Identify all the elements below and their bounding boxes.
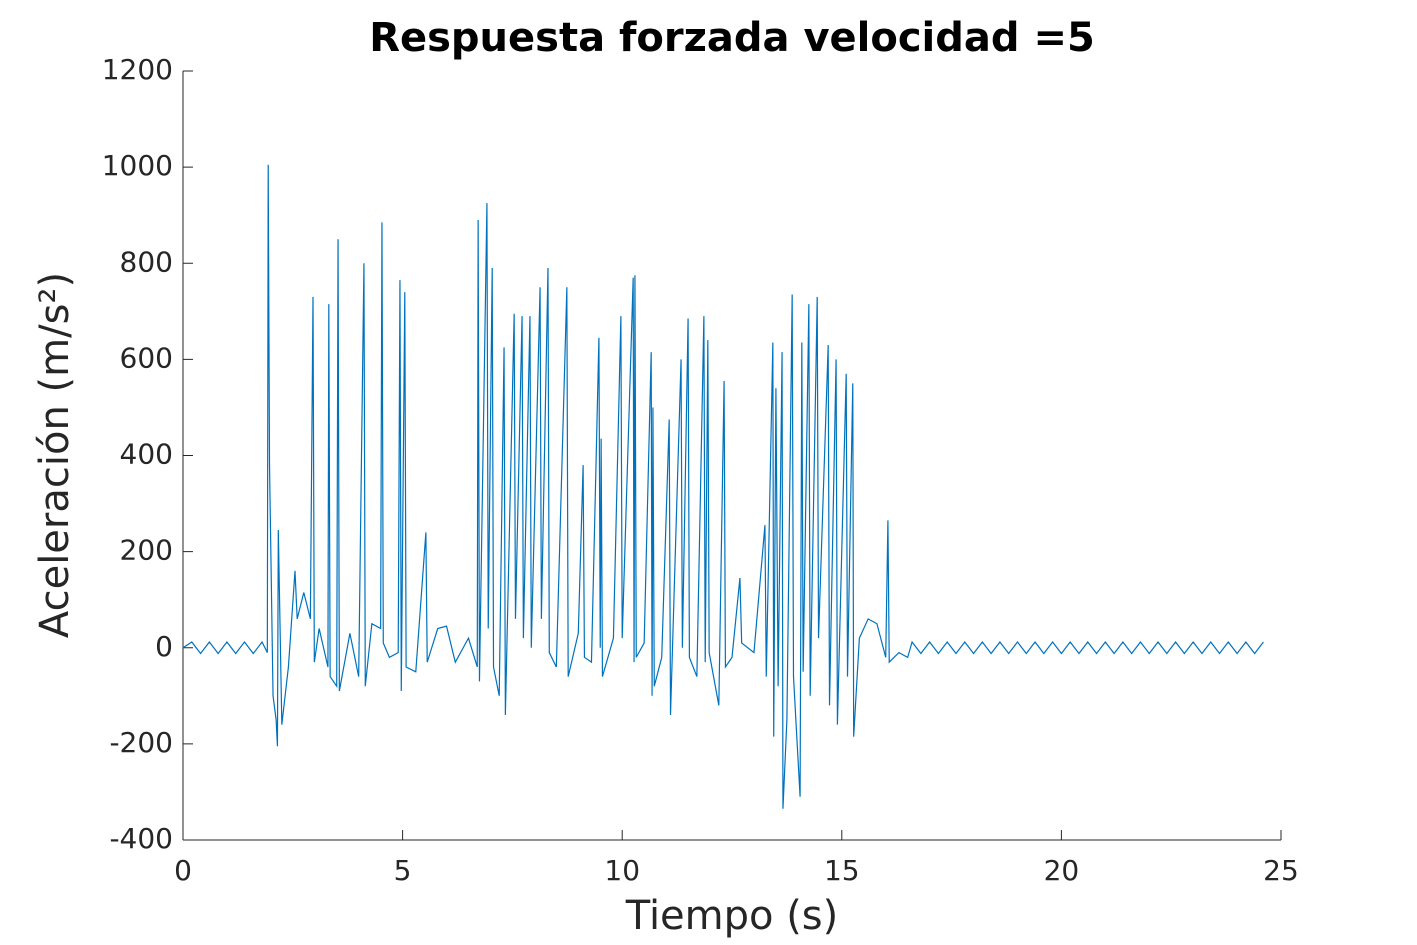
x-tick-label: 10: [604, 854, 640, 887]
data-line: [182, 164, 1264, 809]
x-tick-label: 25: [1263, 854, 1299, 887]
x-tick-label: 5: [394, 854, 412, 887]
y-tick-label: -400: [109, 822, 173, 855]
y-tick-label: 600: [120, 341, 173, 374]
y-tick-label: -200: [109, 726, 173, 759]
y-tick-label: 0: [155, 630, 173, 663]
y-tick-label: 800: [120, 245, 173, 278]
x-tick-label: 0: [174, 854, 192, 887]
x-tick-label: 15: [824, 854, 860, 887]
y-axis-label: Aceleración (m/s²): [32, 272, 78, 638]
x-tick-label: 20: [1044, 854, 1080, 887]
x-axis-label: Tiempo (s): [625, 893, 839, 939]
y-tick-label: 200: [120, 534, 173, 567]
y-tick-label: 400: [120, 438, 173, 471]
y-tick-label: 1000: [102, 149, 173, 182]
y-tick-label: 1200: [102, 53, 173, 86]
chart-title: Respuesta forzada velocidad =5: [369, 15, 1095, 61]
